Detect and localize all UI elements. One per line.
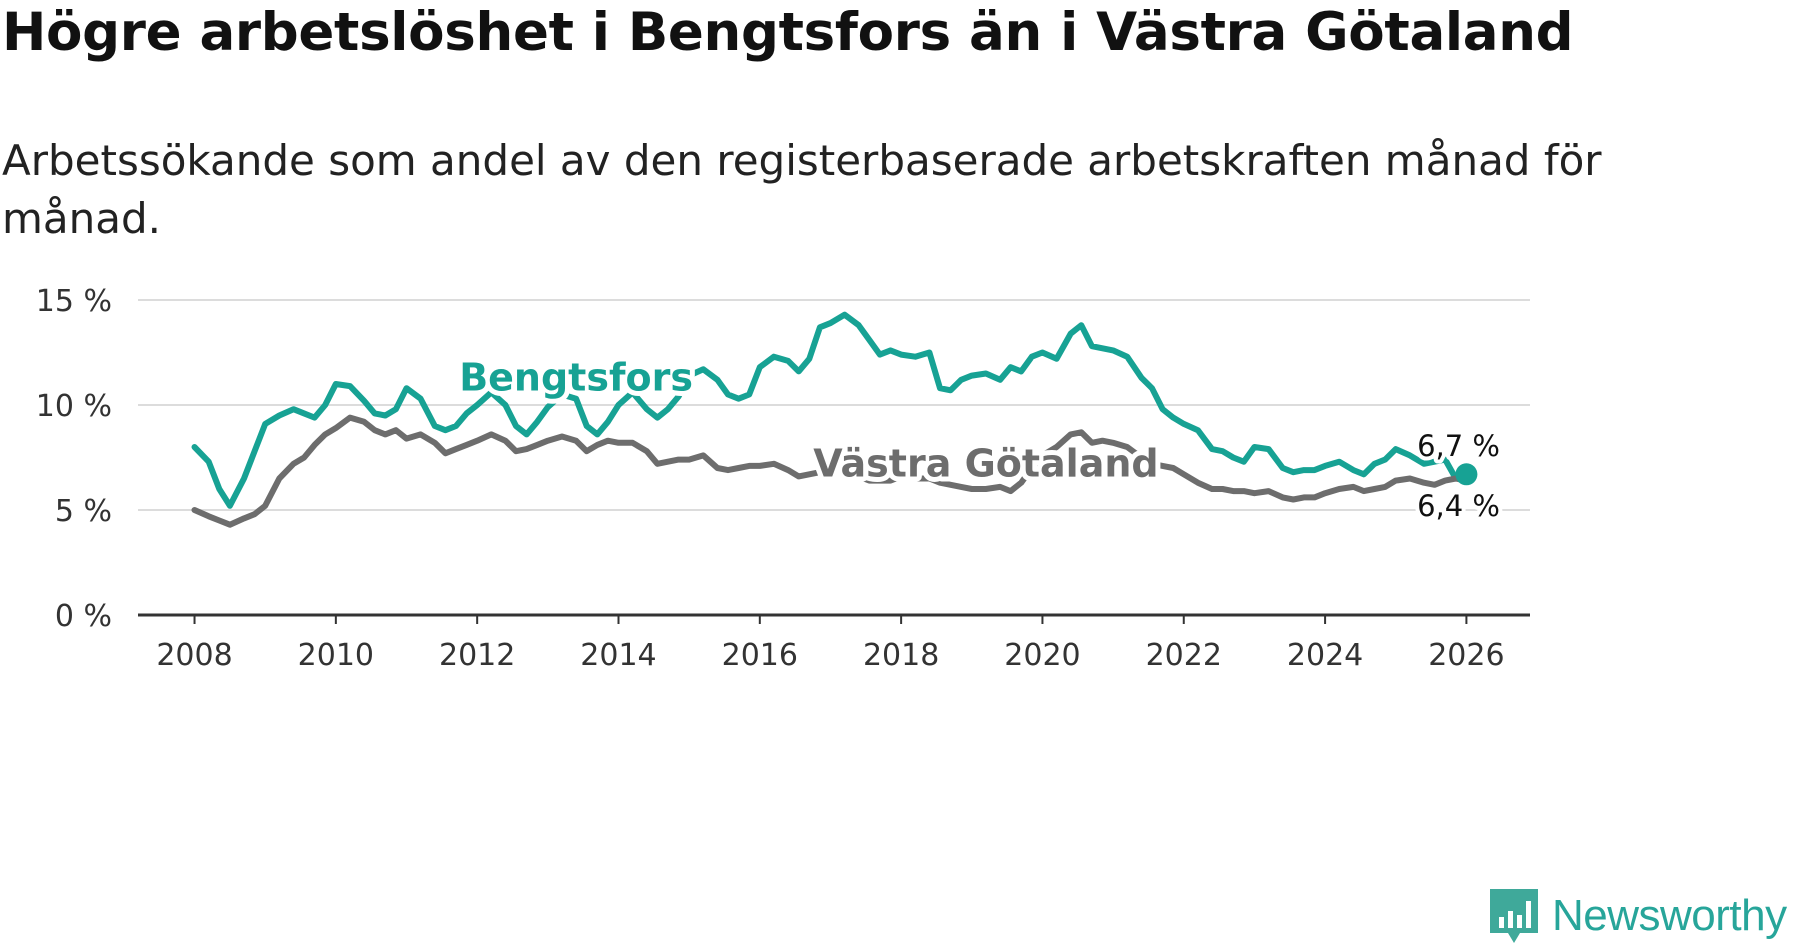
x-tick-label: 2012 (439, 638, 515, 673)
newsworthy-logo: Newsworthy (1488, 885, 1787, 947)
series-lines (191, 311, 1478, 528)
x-tick-label: 2020 (1004, 638, 1080, 673)
series-label-vastra-gotaland: Västra Götaland (813, 441, 1158, 485)
chart-title: Högre arbetslöshet i Bengtsfors än i Väs… (2, 2, 1574, 63)
series-labels: Bengtsfors Västra Götaland 6,7 % 6,4 % (454, 350, 1504, 527)
end-value-label: 6,4 % (1417, 489, 1500, 523)
y-tick-label: 0 % (55, 599, 112, 634)
series-label-bengtsfors: Bengtsfors (459, 355, 693, 399)
x-tick-label: 2022 (1146, 638, 1222, 673)
x-tick-label: 2010 (298, 638, 374, 673)
y-tick-label: 5 % (55, 494, 112, 529)
x-axis: 2008 2010 2012 2014 2016 2018 2020 2022 2024 2026 (138, 613, 1530, 673)
x-tick-label: 2024 (1287, 638, 1363, 673)
series-line-bengtsfors (191, 311, 1470, 509)
series-end-dot (1455, 463, 1478, 486)
chart-subtitle: Arbetssökande som andel av den registerb… (2, 136, 1602, 243)
brand-name: Newsworthy (1552, 891, 1787, 940)
newsworthy-icon (1490, 889, 1538, 943)
x-tick-label: 2018 (863, 638, 939, 673)
x-tick-label: 2014 (580, 638, 656, 673)
series-line-vastra-gotaland (191, 414, 1470, 528)
end-value-label: 6,7 % (1417, 429, 1500, 463)
y-axis: 0 % 5 % 10 % 15 % (36, 284, 112, 634)
x-tick-label: 2008 (156, 638, 232, 673)
x-tick-label: 2016 (722, 638, 798, 673)
y-tick-label: 10 % (36, 389, 112, 424)
y-tick-label: 15 % (36, 284, 112, 319)
x-tick-label: 2026 (1428, 638, 1504, 673)
